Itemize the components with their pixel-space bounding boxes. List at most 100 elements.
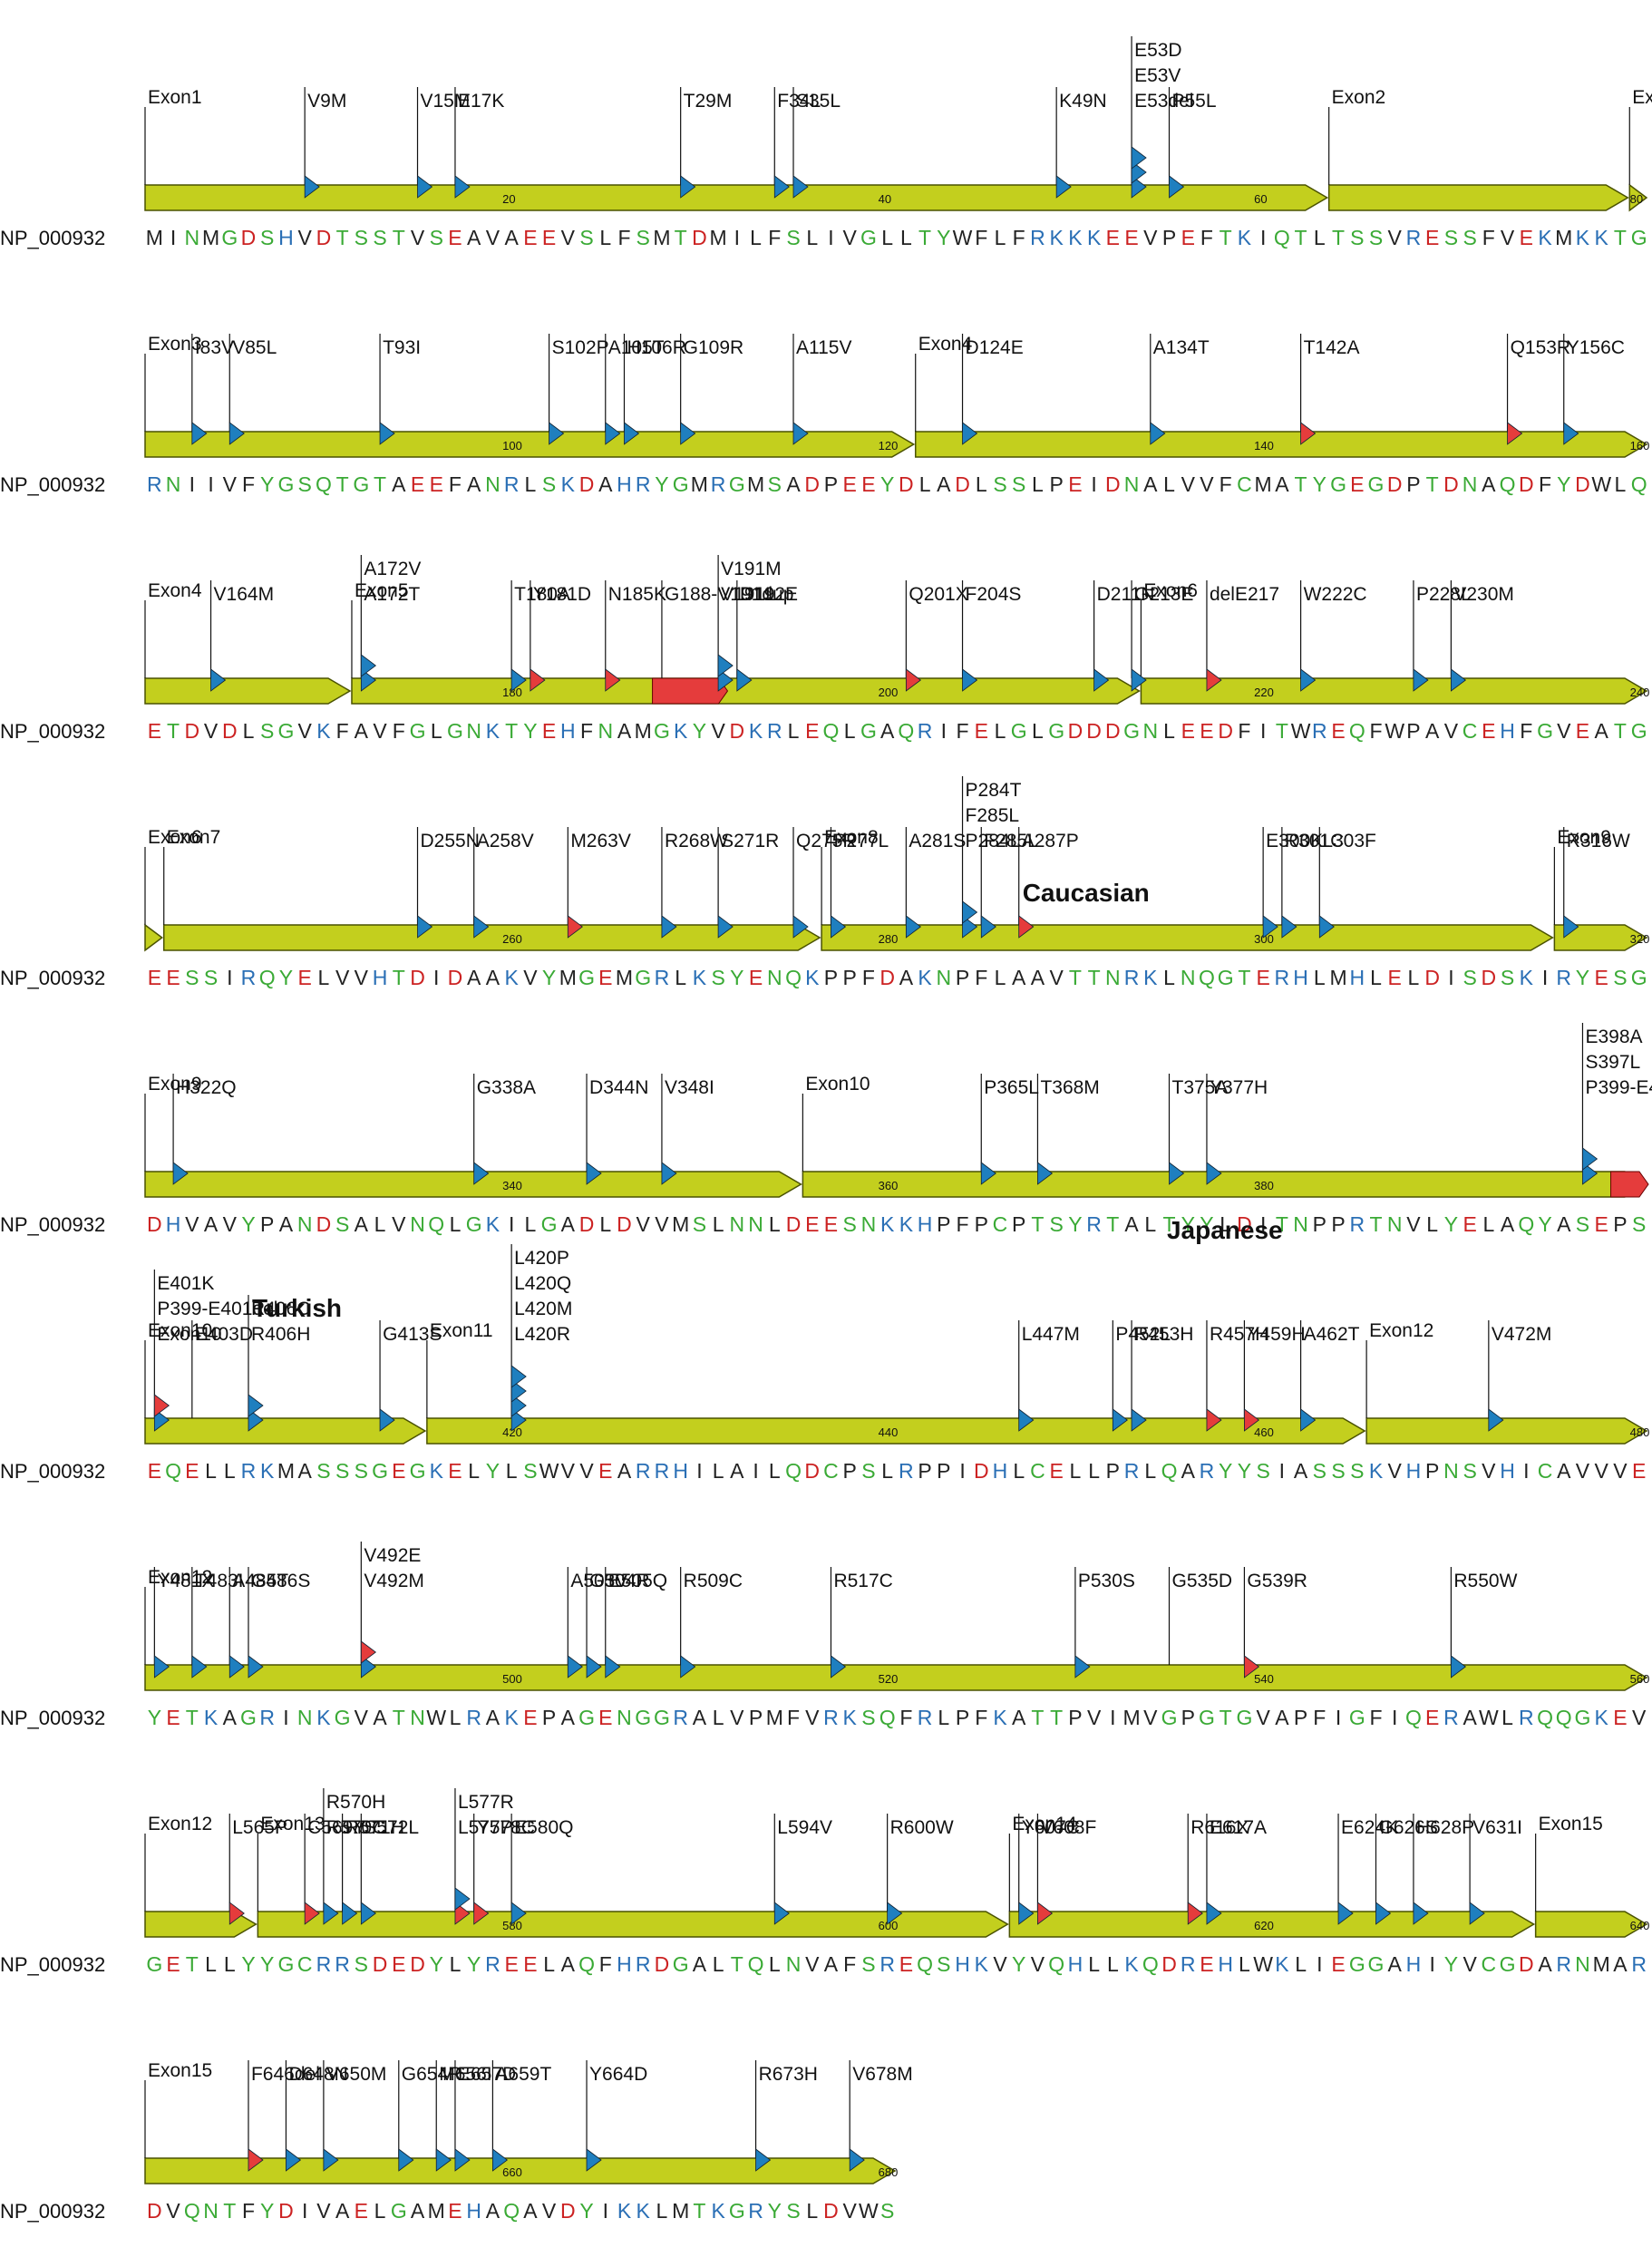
accession-label: NP_000932	[0, 967, 105, 989]
residue: A	[617, 719, 632, 743]
residue: I	[828, 226, 833, 249]
benign-flag	[962, 900, 978, 924]
residue: N	[297, 1706, 313, 1729]
residue: P	[937, 1459, 950, 1483]
residue: D	[974, 1459, 989, 1483]
residue: L	[713, 1212, 724, 1236]
residue: A	[486, 1706, 500, 1729]
residue: P	[824, 966, 838, 989]
residue: P	[1331, 1212, 1345, 1236]
residue: N	[166, 472, 181, 496]
benign-flag	[980, 915, 996, 939]
residue: F	[1220, 472, 1232, 496]
residue: T	[1238, 966, 1250, 989]
residue: G	[1330, 472, 1346, 496]
pathogenic-flag	[567, 915, 583, 939]
residue: A	[467, 966, 481, 989]
residue: L	[1314, 966, 1326, 989]
residue: M	[616, 966, 633, 989]
residue: M	[1255, 472, 1272, 496]
residue: V	[185, 1212, 199, 1236]
variant-label: F285L	[984, 831, 1038, 851]
position-tick: 620	[1254, 1919, 1274, 1932]
residue: A	[355, 1212, 369, 1236]
residue: E	[1200, 719, 1213, 743]
residue: R	[918, 1706, 933, 1729]
residue: T	[223, 2199, 236, 2223]
residue: K	[918, 966, 932, 989]
residue: E	[148, 966, 161, 989]
pathogenic-flag	[1507, 422, 1523, 445]
benign-flag	[661, 1162, 677, 1185]
residue: L	[995, 226, 1006, 249]
variant-label: F34L	[777, 91, 821, 112]
variant-label: H106R	[627, 337, 685, 358]
residue: V	[805, 1952, 820, 1976]
residue: Q	[917, 1952, 933, 1976]
residue: N	[1105, 966, 1121, 989]
variant-label: L594V	[777, 1817, 832, 1838]
residue: G	[1368, 472, 1385, 496]
residue: L	[900, 226, 912, 249]
residue: L	[599, 226, 611, 249]
exon-label: Exon3	[148, 334, 202, 355]
exon-arrow	[426, 1417, 1366, 1445]
variant-label: R570C	[326, 1817, 385, 1838]
residue: K	[1369, 1459, 1384, 1483]
residue: V	[1444, 719, 1459, 743]
residue: K	[975, 1952, 989, 1976]
residue: D	[804, 472, 820, 496]
benign-flag	[680, 1655, 696, 1678]
residue: L	[1069, 1459, 1081, 1483]
variant-label: R600W	[890, 1817, 954, 1838]
residue: F	[975, 226, 987, 249]
benign-flag	[379, 1408, 395, 1432]
benign-flag	[360, 654, 377, 677]
residue: T	[336, 472, 349, 496]
residue: S	[768, 472, 782, 496]
residue: F	[1238, 719, 1250, 743]
benign-flag	[773, 1902, 790, 1925]
benign-flag	[248, 1655, 264, 1678]
residue: V	[805, 1706, 820, 1729]
residue: Y	[148, 1706, 161, 1729]
residue: T	[1220, 1706, 1232, 1729]
position-tick: 120	[879, 439, 899, 452]
exon-arrow	[351, 677, 1141, 705]
residue: G	[578, 966, 595, 989]
residue: G	[277, 719, 294, 743]
residue: N	[410, 1212, 425, 1236]
residue: M	[146, 226, 163, 249]
residue: V	[1087, 1706, 1102, 1729]
benign-flag	[831, 915, 847, 939]
position-tick: 260	[502, 932, 522, 946]
benign-flag	[792, 915, 809, 939]
sequence-row: NP_000932Exon1Exon2Exon320406080V9MV15ME…	[0, 36, 1652, 249]
exon-label: Exon15	[1539, 1814, 1603, 1834]
residue: A	[355, 719, 369, 743]
variant-label: P399-E401del	[1585, 1077, 1652, 1098]
residue: W	[859, 2199, 879, 2223]
residue: V	[523, 966, 538, 989]
variant-label: V191M	[721, 559, 782, 579]
residue: F	[242, 2199, 255, 2223]
residue: L	[1163, 472, 1175, 496]
residue: N	[730, 1212, 745, 1236]
residue: M	[747, 472, 764, 496]
residue: E	[411, 472, 424, 496]
residue: S	[1463, 966, 1476, 989]
residue: T	[393, 226, 405, 249]
residue: R	[259, 1706, 275, 1729]
position-tick: 20	[502, 192, 515, 206]
residue: A	[467, 472, 481, 496]
residue: K	[749, 719, 763, 743]
variant-label: V164M	[214, 584, 275, 605]
variant-label: D255N	[421, 831, 480, 851]
residue: G	[860, 719, 877, 743]
residue: E	[861, 472, 875, 496]
residue: V	[411, 226, 425, 249]
benign-flag	[153, 1408, 170, 1432]
benign-flag	[342, 1902, 358, 1925]
residue: S	[1012, 472, 1025, 496]
residue: I	[1260, 1212, 1266, 1236]
